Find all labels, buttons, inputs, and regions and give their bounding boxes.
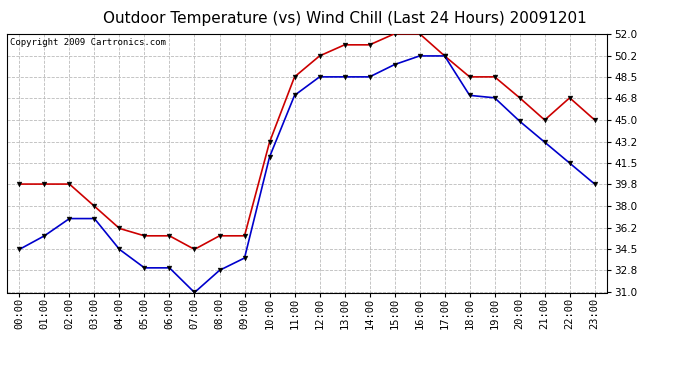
Text: Outdoor Temperature (vs) Wind Chill (Last 24 Hours) 20091201: Outdoor Temperature (vs) Wind Chill (Las… xyxy=(103,11,587,26)
Text: Copyright 2009 Cartronics.com: Copyright 2009 Cartronics.com xyxy=(10,38,166,46)
